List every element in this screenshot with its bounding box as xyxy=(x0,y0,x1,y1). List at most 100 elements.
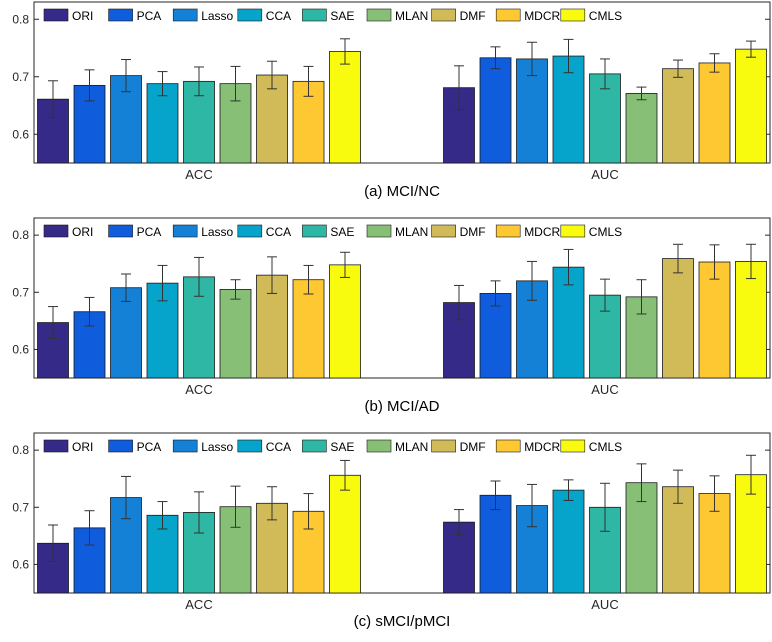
error-bar-cmls-auc xyxy=(746,454,756,495)
error-bar-dmf-auc xyxy=(673,243,683,274)
error-bar-ori-acc xyxy=(48,524,58,563)
legend: ORI PCA Lasso CCA SAE MLAN DMF MDCR CMLS xyxy=(43,439,622,454)
legend-label-mdcr: MDCR xyxy=(524,9,560,23)
bar-cmls-auc xyxy=(735,261,767,379)
legend-swatch-dmf xyxy=(431,224,456,238)
legend-label-sae: SAE xyxy=(330,9,354,23)
bar-lasso-acc xyxy=(110,75,142,164)
error-bar-cmls-auc xyxy=(746,243,756,280)
error-bar-lasso-acc xyxy=(121,475,131,520)
error-bar-sae-auc xyxy=(600,482,610,532)
error-bar-pca-acc xyxy=(84,510,95,546)
bar-cmls-acc xyxy=(329,51,361,164)
bar-cmls-auc xyxy=(735,48,767,164)
legend-swatch-mdcr xyxy=(495,224,521,238)
error-bar-cca-acc xyxy=(157,264,168,302)
bar-mlan-auc xyxy=(625,93,658,164)
error-bar-lasso-auc xyxy=(527,483,537,528)
legend-swatch-cmls xyxy=(560,439,586,453)
error-bar-cmls-auc xyxy=(746,40,756,58)
legend-swatch-lasso xyxy=(172,8,198,22)
error-bar-mdcr-auc xyxy=(709,475,720,512)
y-tick-label: 0.6 xyxy=(12,127,29,141)
legend-label-pca: PCA xyxy=(137,9,162,23)
legend-swatch-sae xyxy=(302,224,327,238)
error-bar-cca-auc xyxy=(563,248,574,286)
bar-cca-acc xyxy=(146,83,179,164)
legend-swatch-dmf xyxy=(431,439,456,453)
error-bar-mlan-auc xyxy=(636,463,647,503)
legend-label-dmf: DMF xyxy=(460,440,486,454)
legend-swatch-dmf xyxy=(431,8,456,22)
error-bar-mdcr-auc xyxy=(709,53,720,73)
bar-pca-auc xyxy=(479,57,512,164)
bar-cca-auc xyxy=(552,489,585,594)
plot-frame xyxy=(33,217,771,379)
legend-label-ori: ORI xyxy=(72,9,93,23)
legend-label-lasso: Lasso xyxy=(201,225,233,239)
legend-label-dmf: DMF xyxy=(460,225,486,239)
error-bar-mdcr-auc xyxy=(709,244,720,280)
chart-panel-1: 0.6 0.7 0.8 ACC AUC ORI PCA Lasso CCA SAE MLAN DMF M… xyxy=(12,1,771,200)
x-tick-label-auc: AUC xyxy=(591,167,618,182)
bar-dmf-auc xyxy=(662,258,694,379)
legend-label-cmls: CMLS xyxy=(589,9,622,23)
legend-swatch-pca xyxy=(108,8,133,22)
legend-label-cmls: CMLS xyxy=(589,440,622,454)
error-bar-sae-auc xyxy=(600,58,610,90)
legend: ORI PCA Lasso CCA SAE MLAN DMF MDCR CMLS xyxy=(43,224,622,239)
legend-swatch-pca xyxy=(108,224,133,238)
error-bar-dmf-acc xyxy=(267,486,277,521)
error-bar-cca-acc xyxy=(157,501,168,530)
legend-swatch-cmls xyxy=(560,224,586,238)
error-bar-pca-auc xyxy=(490,46,501,70)
legend-swatch-sae xyxy=(302,439,327,453)
plot-frame xyxy=(33,432,771,594)
legend-swatch-mlan xyxy=(366,8,392,22)
error-bar-sae-acc xyxy=(194,66,204,97)
error-bar-mlan-acc xyxy=(230,279,241,300)
error-bar-mdcr-acc xyxy=(303,65,314,97)
legend-label-ori: ORI xyxy=(72,440,93,454)
error-bar-mlan-auc xyxy=(636,86,647,101)
error-bar-ori-auc xyxy=(454,509,464,536)
error-bar-sae-acc xyxy=(194,256,204,297)
error-bar-dmf-auc xyxy=(673,469,683,504)
legend-label-pca: PCA xyxy=(137,440,162,454)
bar-cmls-acc xyxy=(329,474,361,594)
x-tick-label-acc: ACC xyxy=(185,167,212,182)
error-bar-mlan-acc xyxy=(230,65,241,102)
error-bar-pca-auc xyxy=(490,480,501,511)
bar-mdcr-acc xyxy=(292,279,325,379)
legend-swatch-mlan xyxy=(366,224,392,238)
error-bar-lasso-acc xyxy=(121,59,131,93)
error-bar-ori-acc xyxy=(48,80,58,119)
legend-label-pca: PCA xyxy=(137,225,162,239)
legend-label-mlan: MLAN xyxy=(395,440,428,454)
bar-lasso-auc xyxy=(516,58,548,164)
legend-label-sae: SAE xyxy=(330,225,354,239)
error-bar-pca-acc xyxy=(84,296,95,327)
y-tick-label: 0.6 xyxy=(12,342,29,356)
legend-label-lasso: Lasso xyxy=(201,9,233,23)
legend-swatch-ori xyxy=(43,439,69,453)
x-tick-label-acc: ACC xyxy=(185,382,212,397)
error-bar-ori-acc xyxy=(48,306,58,340)
legend-swatch-lasso xyxy=(172,439,198,453)
legend-label-mlan: MLAN xyxy=(395,9,428,23)
legend-swatch-cca xyxy=(237,224,263,238)
legend-label-cca: CCA xyxy=(266,9,291,23)
legend-label-cca: CCA xyxy=(266,225,291,239)
bar-dmf-auc xyxy=(662,68,694,164)
error-bar-cmls-acc xyxy=(340,251,350,278)
error-bar-sae-acc xyxy=(194,491,204,534)
bar-cca-auc xyxy=(552,55,585,164)
legend-swatch-sae xyxy=(302,8,327,22)
error-bar-cca-auc xyxy=(563,38,574,74)
legend-swatch-pca xyxy=(108,439,133,453)
error-bar-dmf-acc xyxy=(267,256,277,294)
error-bar-lasso-auc xyxy=(527,41,537,77)
bar-dmf-auc xyxy=(662,486,694,594)
chart-panel-3: 0.6 0.7 0.8 ACC AUC ORI PCA Lasso CCA SAE MLAN DMF M… xyxy=(12,432,771,630)
x-tick-label-acc: ACC xyxy=(185,597,212,612)
